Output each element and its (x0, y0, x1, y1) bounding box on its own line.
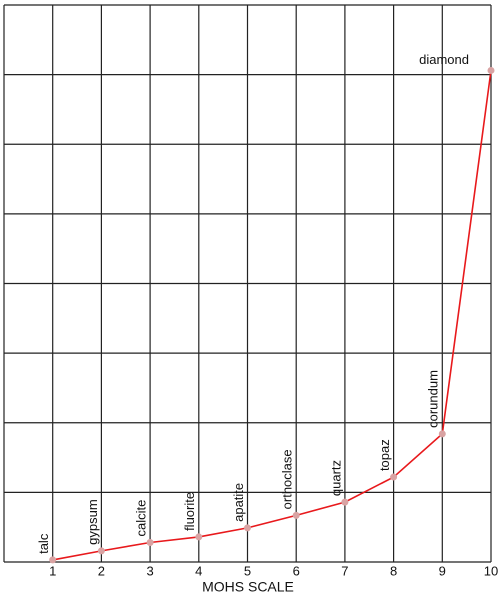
point-label: calcite (134, 500, 149, 537)
point (146, 539, 154, 547)
line (52, 70, 492, 561)
point-label: diamond (419, 52, 469, 67)
x-tick-label: 7 (341, 563, 348, 578)
point (97, 547, 105, 555)
point-label: quartz (328, 460, 343, 496)
point-label: orthoclase (280, 449, 295, 509)
point-label: gypsum (85, 499, 100, 545)
x-tick-label: 9 (439, 563, 446, 578)
point (195, 533, 203, 541)
point-label: corundum (426, 370, 441, 428)
x-tick-label: 8 (390, 563, 397, 578)
x-axis-label: MOHS SCALE (202, 579, 294, 595)
point (292, 511, 300, 519)
point (487, 66, 495, 74)
point (49, 556, 57, 564)
x-tick-label: 1 (49, 563, 56, 578)
x-tick-label: 5 (244, 563, 251, 578)
point (438, 430, 446, 438)
x-tick-label: 2 (98, 563, 105, 578)
point-label: apatite (231, 483, 246, 522)
point-label: fluorite (182, 492, 197, 531)
x-tick-label: 6 (293, 563, 300, 578)
x-tick-label: 4 (195, 563, 202, 578)
point (390, 473, 398, 481)
point (341, 498, 349, 506)
point-label: topaz (377, 439, 392, 471)
x-tick-label: 3 (146, 563, 153, 578)
x-tick-label: 10 (484, 563, 498, 578)
point-label: talc (36, 533, 51, 554)
point (244, 524, 251, 532)
